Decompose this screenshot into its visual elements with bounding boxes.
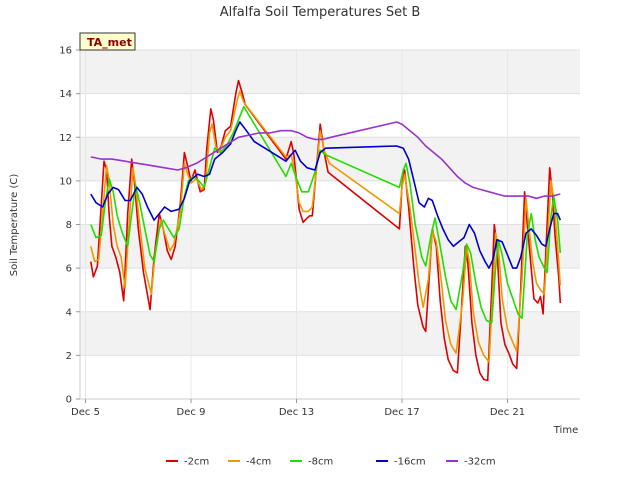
series-line-32cm bbox=[90, 121, 561, 200]
y-tick-label: 14 bbox=[59, 89, 72, 100]
y-tick-label: 4 bbox=[66, 307, 72, 318]
y-axis-label: Soil Temperature (C) bbox=[9, 174, 20, 277]
ta-met-badge: TA_met bbox=[79, 32, 136, 51]
series-line-8cm bbox=[90, 105, 562, 324]
plot-band bbox=[80, 50, 580, 94]
badge-label: TA_met bbox=[87, 36, 132, 49]
series-line-16cm bbox=[90, 121, 562, 269]
y-axis: 0 2 4 6 8 10 12 14 16 bbox=[59, 46, 81, 406]
x-tick-label: Dec 5 bbox=[71, 407, 100, 418]
legend-label: -16cm bbox=[394, 457, 426, 468]
badge-box bbox=[79, 32, 136, 51]
x-tick-label: Dec 21 bbox=[490, 407, 525, 418]
legend-label: -2cm bbox=[184, 457, 209, 468]
y-tick-label: 10 bbox=[59, 176, 72, 187]
series-lines bbox=[90, 79, 562, 382]
legend-label: -4cm bbox=[246, 457, 271, 468]
grid-lines bbox=[80, 49, 580, 400]
x-tick-label: Dec 13 bbox=[279, 407, 314, 418]
y-tick-label: 6 bbox=[66, 264, 72, 275]
y-tick-label: 12 bbox=[59, 133, 72, 144]
plot-band bbox=[80, 311, 580, 356]
y-tick-label: 16 bbox=[59, 46, 72, 57]
y-tick-label: 0 bbox=[66, 395, 72, 406]
chart-title: Alfalfa Soil Temperatures Set B bbox=[220, 5, 421, 20]
y-tick-label: 8 bbox=[66, 220, 72, 231]
y-tick-label: 2 bbox=[66, 351, 72, 362]
legend-label: -8cm bbox=[308, 457, 333, 468]
series-line-4cm bbox=[90, 90, 562, 363]
x-axis: Dec 5 Dec 9 Dec 13 Dec 17 Dec 21 bbox=[71, 398, 580, 418]
legend: -2cm -4cm -8cm -16cm -32cm bbox=[166, 457, 496, 468]
x-tick-label: Dec 9 bbox=[177, 407, 206, 418]
legend-label: -32cm bbox=[464, 457, 496, 468]
x-axis-label: Time bbox=[553, 425, 578, 436]
x-tick-label: Dec 17 bbox=[384, 407, 419, 418]
